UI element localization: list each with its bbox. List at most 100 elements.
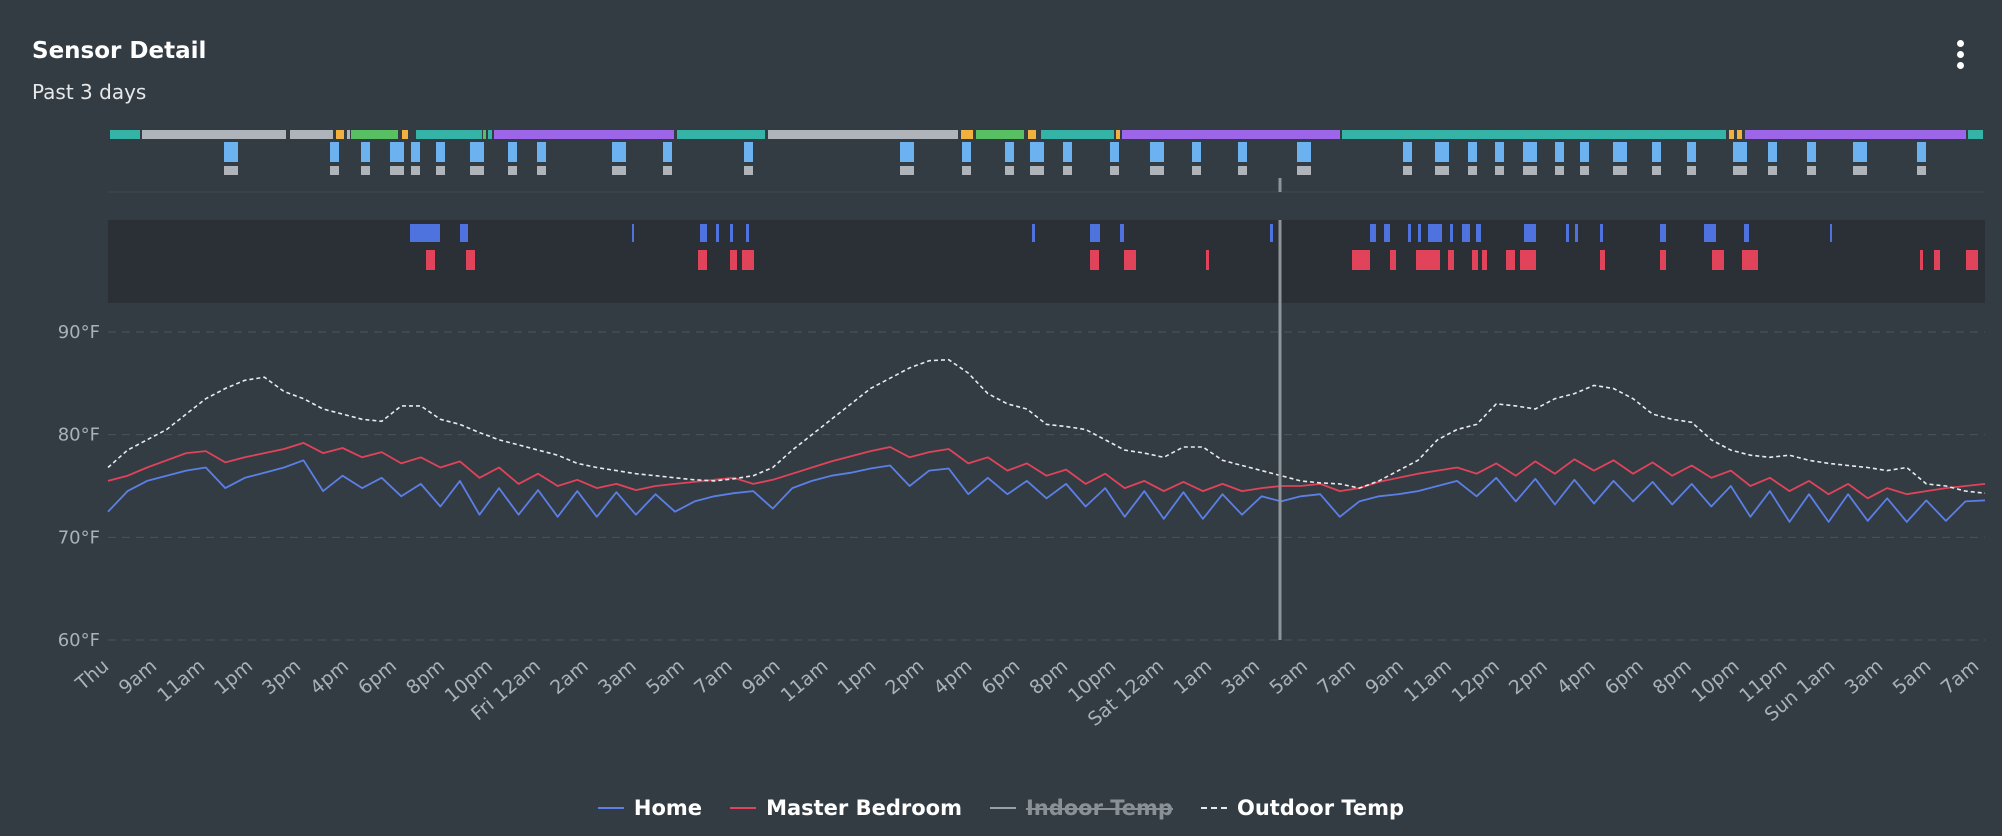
legend-label: Master Bedroom [766,796,962,820]
x-tick-label: 5am [1889,655,1936,699]
run-activity-tick [436,166,445,175]
cool-activity-mark [1966,250,1978,270]
run-activity-tick [1150,166,1164,175]
run-activity-bar [361,142,370,162]
run-activity-tick [330,166,339,175]
run-activity-bar [1468,142,1477,162]
heat-activity-mark [1120,224,1124,242]
hvac-mode-segment [336,130,344,139]
legend-label: Outdoor Temp [1236,796,1405,820]
run-activity-bar [900,142,914,162]
run-activity-bar [1192,142,1201,162]
run-activity-bar [1150,142,1164,162]
x-tick-label: 7am [1937,655,1984,699]
run-activity-tick [1192,166,1201,175]
cool-activity-mark [1742,250,1758,270]
heat-activity-mark [1476,224,1481,242]
run-activity-bar [390,142,404,162]
x-tick-label: 3am [594,655,641,699]
series-line-master-bedroom [107,441,1986,500]
heat-activity-mark [1384,224,1390,242]
run-activity-bar [1063,142,1072,162]
run-activity-tick [224,166,238,175]
run-activity-tick [744,166,753,175]
x-tick-label: 4pm [306,655,353,699]
x-tick-label: Thu [71,655,113,695]
hvac-mode-segment [768,130,958,139]
run-activity-tick [1005,166,1014,175]
run-activity-bar [1807,142,1816,162]
heat-activity-mark [1566,224,1569,242]
legend-item-indoor-temp[interactable]: Indoor Temp [989,796,1173,820]
cool-activity-mark [1934,250,1940,270]
hvac-mode-segment [347,130,350,139]
run-activity-tick [508,166,517,175]
cool-activity-mark [426,250,435,270]
cool-activity-mark [730,250,737,270]
run-activity-tick [1110,166,1119,175]
hvac-mode-segment [677,130,765,139]
heat-activity-mark [1660,224,1666,242]
hvac-mode-segment [976,130,1024,139]
cool-activity-mark [1712,250,1724,270]
heat-activity-mark [1450,224,1453,242]
legend-item-master-bedroom[interactable]: Master Bedroom [730,796,962,820]
heat-activity-mark [730,224,733,242]
heat-activity-mark [716,224,719,242]
cool-activity-mark [1920,250,1923,270]
legend-item-home[interactable]: Home [597,796,703,820]
heat-activity-mark [1462,224,1470,242]
x-tick-label: 2pm [882,655,929,699]
heat-activity-mark [410,224,416,242]
heat-activity-mark [1370,224,1376,242]
heat-activity-mark [1704,224,1716,242]
run-activity-bar [744,142,753,162]
run-activity-bar [1030,142,1044,162]
legend-swatch [1200,807,1227,809]
cool-activity-mark [1390,250,1396,270]
run-activity-bar [1300,142,1309,162]
run-activity-tick [1300,166,1309,175]
run-activity-bar [1733,142,1747,162]
run-activity-tick [1917,166,1926,175]
run-activity-tick [663,166,672,175]
run-activity-bar [411,142,420,162]
cool-activity-mark [1206,250,1209,270]
run-activity-bar [1238,142,1247,162]
hvac-mode-segment [1737,130,1742,139]
run-activity-bar [436,142,445,162]
cool-activity-mark [1506,250,1515,270]
run-activity-tick [1687,166,1696,175]
heat-activity-mark [700,224,707,242]
run-activity-bar [508,142,517,162]
hvac-mode-segment [1342,130,1726,139]
heat-activity-mark [1090,224,1100,242]
more-vertical-icon[interactable] [1948,40,1972,76]
y-tick-label: 70°F [58,527,100,548]
heat-activity-mark [1524,224,1536,242]
cool-activity-mark [1416,250,1440,270]
run-activity-tick [470,166,484,175]
run-activity-bar [537,142,546,162]
legend-swatch [730,807,757,809]
hvac-mode-segment [488,130,492,139]
run-activity-tick [390,166,404,175]
heat-activity-mark [416,224,440,242]
cool-activity-mark [1352,250,1370,270]
run-activity-bar [962,142,971,162]
heat-activity-mark [746,224,749,242]
run-activity-bar [330,142,339,162]
legend-swatch [989,807,1016,809]
legend-label: Home [633,796,703,820]
legend-item-outdoor-temp[interactable]: Outdoor Temp [1200,796,1405,820]
cool-activity-mark [1448,250,1454,270]
run-activity-bar [1580,142,1589,162]
hvac-mode-segment [494,130,674,139]
hvac-mode-segment [142,130,286,139]
run-activity-tick [612,166,626,175]
run-activity-tick [1652,166,1661,175]
x-tick-label: 5am [642,655,689,699]
card-title: Sensor Detail [32,38,207,64]
x-tick-label: 3pm [258,655,305,699]
